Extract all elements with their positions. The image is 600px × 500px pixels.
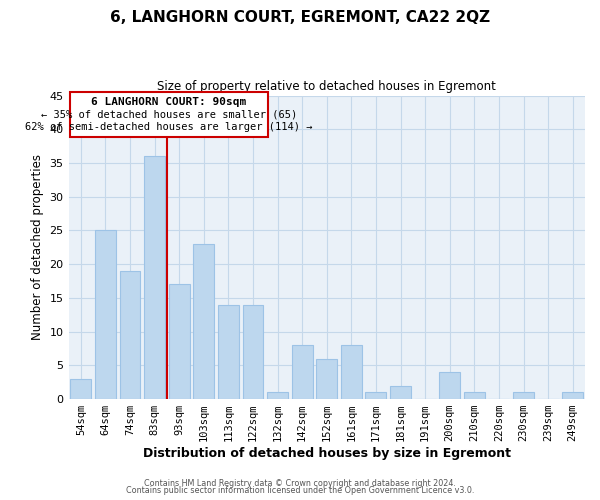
Bar (390, 386, 411, 399)
Bar (95, 230, 116, 399)
Bar (70, 379, 91, 399)
Bar (169, 284, 190, 399)
Bar (365, 392, 386, 399)
Bar (144, 156, 165, 399)
Bar (193, 244, 214, 399)
Bar (267, 392, 288, 399)
Text: 6, LANGHORN COURT, EGREMONT, CA22 2QZ: 6, LANGHORN COURT, EGREMONT, CA22 2QZ (110, 10, 490, 25)
X-axis label: Distribution of detached houses by size in Egremont: Distribution of detached houses by size … (143, 447, 511, 460)
Y-axis label: Number of detached properties: Number of detached properties (31, 154, 44, 340)
Bar (119, 271, 140, 399)
Text: 62% of semi-detached houses are larger (114) →: 62% of semi-detached houses are larger (… (25, 122, 313, 132)
Text: Contains public sector information licensed under the Open Government Licence v3: Contains public sector information licen… (126, 486, 474, 495)
Bar (341, 345, 362, 399)
Bar (513, 392, 534, 399)
Title: Size of property relative to detached houses in Egremont: Size of property relative to detached ho… (157, 80, 496, 93)
Bar (242, 304, 263, 399)
Bar (218, 304, 239, 399)
Bar (562, 392, 583, 399)
Text: 6 LANGHORN COURT: 90sqm: 6 LANGHORN COURT: 90sqm (91, 97, 247, 107)
Text: Contains HM Land Registry data © Crown copyright and database right 2024.: Contains HM Land Registry data © Crown c… (144, 478, 456, 488)
Text: ← 35% of detached houses are smaller (65): ← 35% of detached houses are smaller (65… (41, 110, 297, 120)
Bar (464, 392, 485, 399)
FancyBboxPatch shape (70, 92, 268, 138)
Bar (292, 345, 313, 399)
Bar (439, 372, 460, 399)
Bar (316, 358, 337, 399)
